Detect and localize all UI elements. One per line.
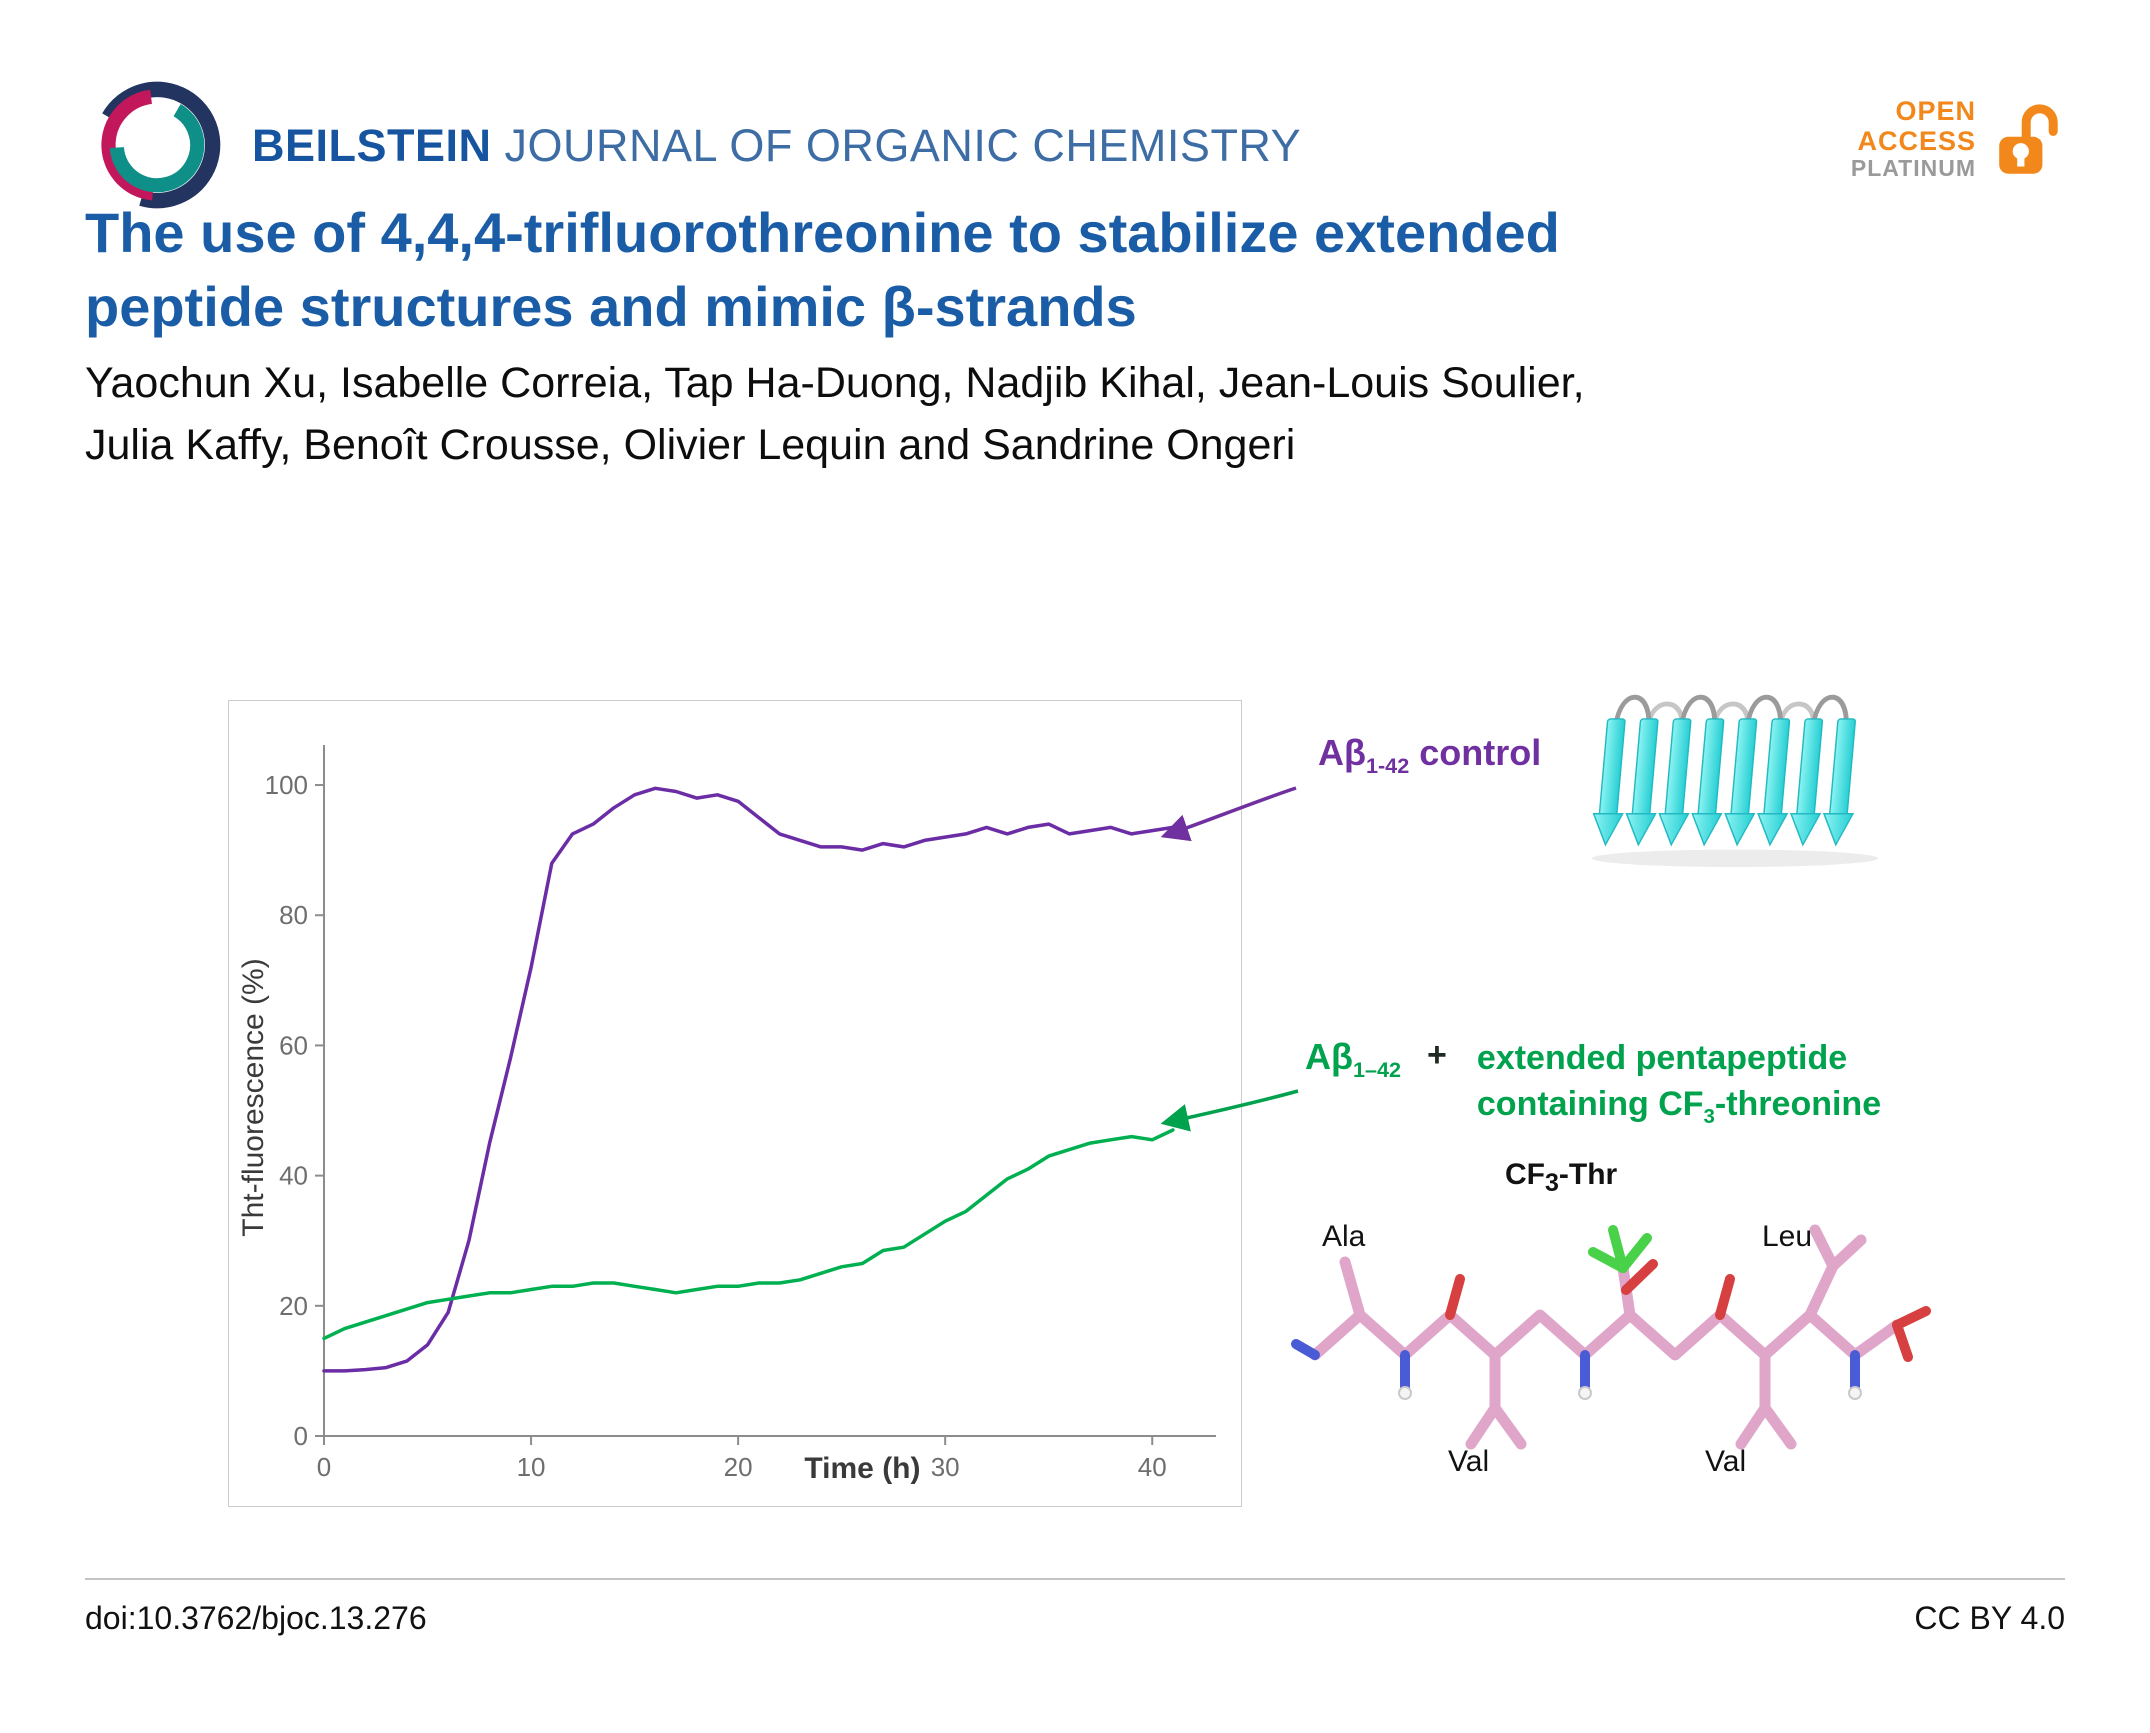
fluorescence-chart-panel: 0 20 40 60 80 100 0 10 20 30 40 Time (h) Tht-fluores…	[228, 700, 1242, 1507]
control-annotation-prefix: Aβ	[1318, 732, 1366, 773]
graphical-abstract: 0 20 40 60 80 100 0 10 20 30 40 Time (h) Tht-fluores…	[0, 680, 2150, 1560]
license-text: CC BY 4.0	[1914, 1600, 2065, 1636]
residue-label-cf3-thr: CF3-Thr	[1505, 1158, 1618, 1197]
control-arrow-icon	[1160, 786, 1297, 842]
control-annotation-subscript: 1-42	[1365, 753, 1410, 779]
journal-name: BEILSTEIN JOURNAL OF ORGANIC CHEMISTRY	[252, 120, 1301, 172]
open-access-line-access: ACCESS	[1857, 126, 1976, 157]
y-tick-label: 60	[279, 1030, 308, 1060]
x-tick-label: 0	[317, 1452, 331, 1482]
footer-divider	[85, 1578, 2065, 1580]
y-axis-title: Tht-fluorescence (%)	[237, 958, 270, 1236]
author-list-line2: Julia Kaffy, Benoît Crousse, Olivier Leq…	[85, 421, 1296, 470]
x-tick-label: 30	[931, 1452, 960, 1482]
residue-label-val-left: Val	[1448, 1445, 1490, 1478]
series-control	[322, 786, 1175, 1373]
plus-sign: +	[1427, 1036, 1447, 1074]
author-list: Yaochun Xu, Isabelle Correia, Tap Ha-Duo…	[85, 352, 1925, 477]
residue-label-leu: Leu	[1762, 1220, 1813, 1253]
pentapeptide-annotation-line2: containing CF3-threonine	[1476, 1084, 1882, 1128]
author-list-line1: Yaochun Xu, Isabelle Correia, Tap Ha-Duo…	[85, 359, 1585, 407]
control-annotation: Aβ1-42 control	[1318, 732, 1541, 779]
open-access-text: OPEN ACCESS PLATINUM	[1851, 96, 1976, 182]
open-access-lock-icon	[1999, 104, 2058, 174]
y-tick-label: 100	[265, 770, 308, 800]
pentapeptide-structure-illustration	[1291, 1224, 1931, 1450]
beilstein-logo-icon	[93, 81, 221, 209]
doi-text: doi:10.3762/bjoc.13.276	[85, 1600, 427, 1636]
journal-name-bold: BEILSTEIN	[252, 120, 492, 171]
y-tick-label: 80	[279, 900, 308, 930]
pentapeptide-annotation-ab: Aβ1–42	[1305, 1036, 1402, 1083]
pentapeptide-annotation: Aβ1–42 + extended pentapeptide containin…	[1305, 1036, 1881, 1131]
x-axis-title: Time (h)	[804, 1452, 920, 1485]
open-access-line-platinum: PLATINUM	[1850, 155, 1976, 182]
y-tick-label: 20	[279, 1291, 308, 1321]
article-title-line1: The use of 4,4,4-trifluorothreonine to s…	[85, 201, 1560, 264]
beta-sheet-fibril-illustration	[1591, 694, 1879, 867]
residue-label-val-right: Val	[1705, 1445, 1747, 1478]
residue-label-ala: Ala	[1322, 1220, 1366, 1253]
control-annotation-suffix: control	[1419, 732, 1542, 773]
x-tick-label: 10	[517, 1452, 546, 1482]
pentapeptide-arrow-icon	[1160, 1089, 1299, 1132]
article-title-line2: peptide structures and mimic β-strands	[85, 275, 1137, 339]
series-pentapeptide	[322, 1128, 1175, 1341]
y-tick-label: 0	[294, 1421, 308, 1451]
x-tick-label: 40	[1138, 1452, 1167, 1482]
open-access-line-open: OPEN	[1895, 96, 1976, 126]
pentapeptide-annotation-line1: extended pentapeptide	[1476, 1039, 1848, 1077]
x-tick-label: 20	[724, 1452, 753, 1482]
journal-name-rest: JOURNAL OF ORGANIC CHEMISTRY	[504, 120, 1302, 171]
open-access-badge: OPEN ACCESS PLATINUM	[1851, 96, 2064, 182]
article-title: The use of 4,4,4-trifluorothreonine to s…	[85, 196, 1925, 345]
y-tick-label: 40	[279, 1161, 308, 1191]
fluorescence-chart: 0 20 40 60 80 100 0 10 20 30 40 Time (h) Tht-fluores…	[237, 745, 1216, 1485]
